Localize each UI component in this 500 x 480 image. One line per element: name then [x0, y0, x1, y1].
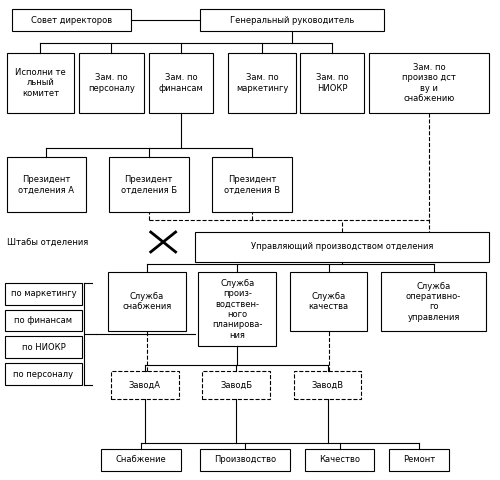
Text: Зам. по
маркетингу: Зам. по маркетингу — [236, 73, 288, 93]
Text: Штабы отделения: Штабы отделения — [6, 238, 88, 247]
Bar — [382, 272, 486, 332]
Text: ЗаводВ: ЗаводВ — [312, 381, 344, 390]
Text: Служба
оперативно-
го
управления: Служба оперативно- го управления — [406, 282, 461, 322]
Text: Зам. по
финансам: Зам. по финансам — [158, 73, 204, 93]
Text: по персоналу: по персоналу — [14, 370, 74, 379]
Text: Служба
произ-
водствен-
ного
планирова-
ния: Служба произ- водствен- ного планирова- … — [212, 278, 262, 339]
Text: Качество: Качество — [319, 455, 360, 464]
Bar — [200, 449, 290, 471]
Text: Служба
качества: Служба качества — [308, 292, 348, 312]
Text: Исполни те
льный
комитет: Исполни те льный комитет — [15, 68, 66, 98]
Text: ЗаводБ: ЗаводБ — [220, 381, 252, 390]
Bar — [12, 9, 131, 31]
Text: ЗаводА: ЗаводА — [129, 381, 161, 390]
Bar — [390, 449, 449, 471]
Bar — [198, 272, 276, 347]
Bar — [200, 9, 384, 31]
Bar — [4, 283, 82, 305]
Text: Ремонт: Ремонт — [403, 455, 435, 464]
Bar — [79, 53, 144, 113]
Bar — [4, 363, 82, 385]
Text: Служба
снабжения: Служба снабжения — [122, 292, 172, 312]
Text: Генеральный руководитель: Генеральный руководитель — [230, 16, 354, 25]
Text: Президент
отделения В: Президент отделения В — [224, 175, 280, 194]
Bar — [4, 310, 82, 332]
Bar — [149, 53, 214, 113]
Bar — [212, 157, 292, 212]
Bar — [109, 157, 188, 212]
Text: Снабжение: Снабжение — [116, 455, 166, 464]
Bar — [370, 53, 488, 113]
Text: Зам. по
НИОКР: Зам. по НИОКР — [316, 73, 348, 93]
Bar — [202, 371, 270, 399]
Text: Производство: Производство — [214, 455, 276, 464]
Bar — [6, 157, 86, 212]
Bar — [4, 336, 82, 358]
Bar — [6, 53, 74, 113]
Bar — [294, 371, 362, 399]
Bar — [101, 449, 180, 471]
Bar — [108, 272, 186, 332]
Text: по маркетингу: по маркетингу — [10, 289, 76, 298]
Text: Зам. по
персоналу: Зам. по персоналу — [88, 73, 135, 93]
Text: Совет директоров: Совет директоров — [30, 16, 112, 25]
Bar — [290, 272, 368, 332]
Text: Управляющий производством отделения: Управляющий производством отделения — [251, 242, 434, 252]
Text: Президент
отделения А: Президент отделения А — [18, 175, 74, 194]
Bar — [111, 371, 178, 399]
Bar — [300, 53, 364, 113]
Text: по финансам: по финансам — [14, 316, 72, 325]
Bar — [228, 53, 296, 113]
Bar — [305, 449, 374, 471]
Text: Президент
отделения Б: Президент отделения Б — [120, 175, 177, 194]
Bar — [196, 232, 488, 262]
Text: по НИОКР: по НИОКР — [22, 343, 66, 352]
Text: Зам. по
произво дст
ву и
снабжению: Зам. по произво дст ву и снабжению — [402, 63, 456, 103]
